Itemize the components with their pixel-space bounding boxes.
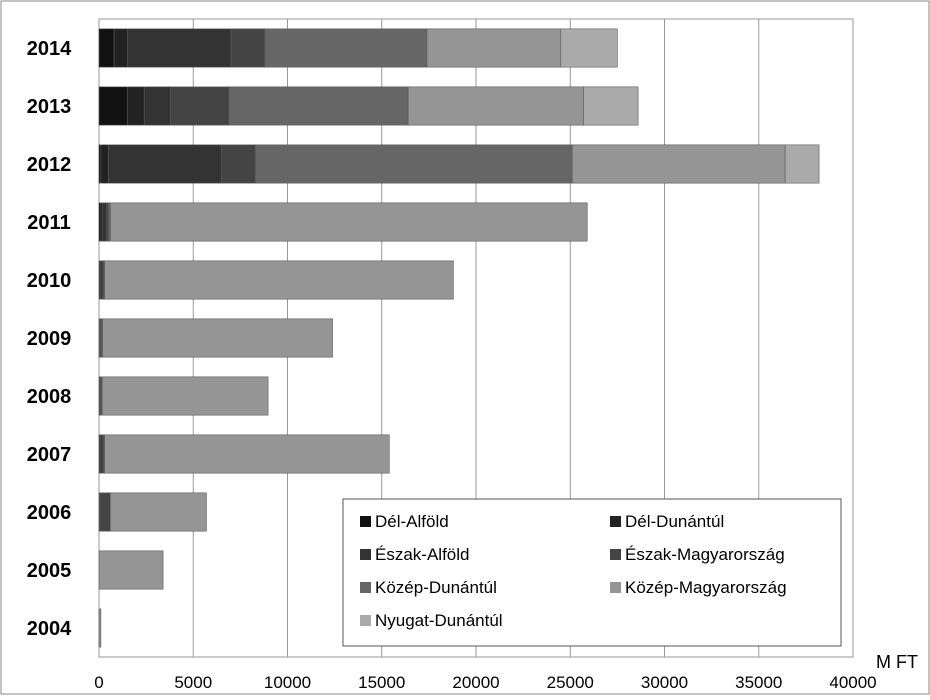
legend-entry: Dél-Dunántúl: [625, 512, 724, 531]
x-tick-label: 40000: [829, 673, 876, 692]
bar-segment: [101, 376, 269, 416]
bar-segment: [110, 492, 207, 532]
bar-segment: [110, 202, 588, 242]
bar-segment: [170, 86, 230, 126]
legend-swatch: [360, 582, 371, 593]
bar-segment: [98, 608, 102, 648]
bar-segment: [104, 260, 454, 300]
bar-segment: [264, 28, 428, 68]
bar-segment: [571, 144, 786, 184]
legend-entry: Észak-Alföld: [375, 545, 469, 564]
bar-segment: [113, 28, 128, 68]
legend-swatch: [610, 582, 621, 593]
x-tick-label: 20000: [452, 673, 499, 692]
bar-segment: [98, 28, 115, 68]
bar-segment: [230, 28, 266, 68]
bar-segment: [104, 434, 390, 474]
legend-swatch: [610, 516, 621, 527]
bar-segment: [228, 86, 409, 126]
x-tick-label: 25000: [547, 673, 594, 692]
x-tick-label: 35000: [735, 673, 782, 692]
x-tick-label: 30000: [641, 673, 688, 692]
x-tick-label: 10000: [264, 673, 311, 692]
legend-entry: Nyugat-Dunántúl: [375, 611, 503, 630]
bar-segment: [143, 86, 171, 126]
category-label: 2010: [27, 270, 72, 292]
bar-segment: [426, 28, 562, 68]
bar-segment: [99, 492, 111, 532]
bar-segment: [126, 28, 232, 68]
legend-swatch: [610, 549, 621, 560]
legend-entry: Dél-Alföld: [375, 512, 449, 531]
x-tick-label: 5000: [174, 673, 212, 692]
legend: Dél-Alföld Dél-Dunántúl Észak-Alföld Észak-…: [342, 498, 842, 647]
category-label: 2008: [27, 386, 72, 408]
x-axis-unit-label: M FT: [876, 652, 918, 672]
bar-segment: [100, 144, 109, 184]
legend-swatch: [360, 516, 371, 527]
category-label: 2014: [27, 38, 72, 60]
legend-box: [342, 498, 842, 647]
x-tick-label: 0: [94, 673, 103, 692]
legend-swatch: [360, 549, 371, 560]
category-label: 2013: [27, 96, 72, 118]
category-label: 2007: [27, 444, 72, 466]
bar-segment: [255, 144, 573, 184]
bar-segment: [221, 144, 256, 184]
axes: 0 5000 10000 15000 20000 25000 30000 35000 40000…: [27, 38, 918, 692]
legend-entry: Észak-Magyarország: [625, 545, 785, 564]
category-label: 2012: [27, 154, 72, 176]
bar-segment: [98, 550, 164, 590]
legend-swatch: [360, 615, 371, 626]
bar-segment: [102, 202, 107, 242]
bar-segment: [108, 144, 222, 184]
category-label: 2011: [27, 212, 70, 234]
x-tick-label: 15000: [358, 673, 405, 692]
legend-entry: Közép-Dunántúl: [375, 578, 497, 597]
category-label: 2004: [27, 618, 72, 640]
category-label: 2006: [27, 502, 72, 524]
bar-segment: [583, 86, 639, 126]
bar-segment: [560, 28, 618, 68]
legend-entry: Közép-Magyarország: [625, 578, 787, 597]
bar-segment: [126, 86, 145, 126]
bar-segment: [98, 86, 128, 126]
bars: [98, 28, 820, 648]
category-label: 2009: [27, 328, 72, 350]
bar-segment: [784, 144, 820, 184]
category-label: 2005: [27, 560, 72, 582]
bar-segment: [102, 318, 333, 358]
bar-segment: [407, 86, 584, 126]
